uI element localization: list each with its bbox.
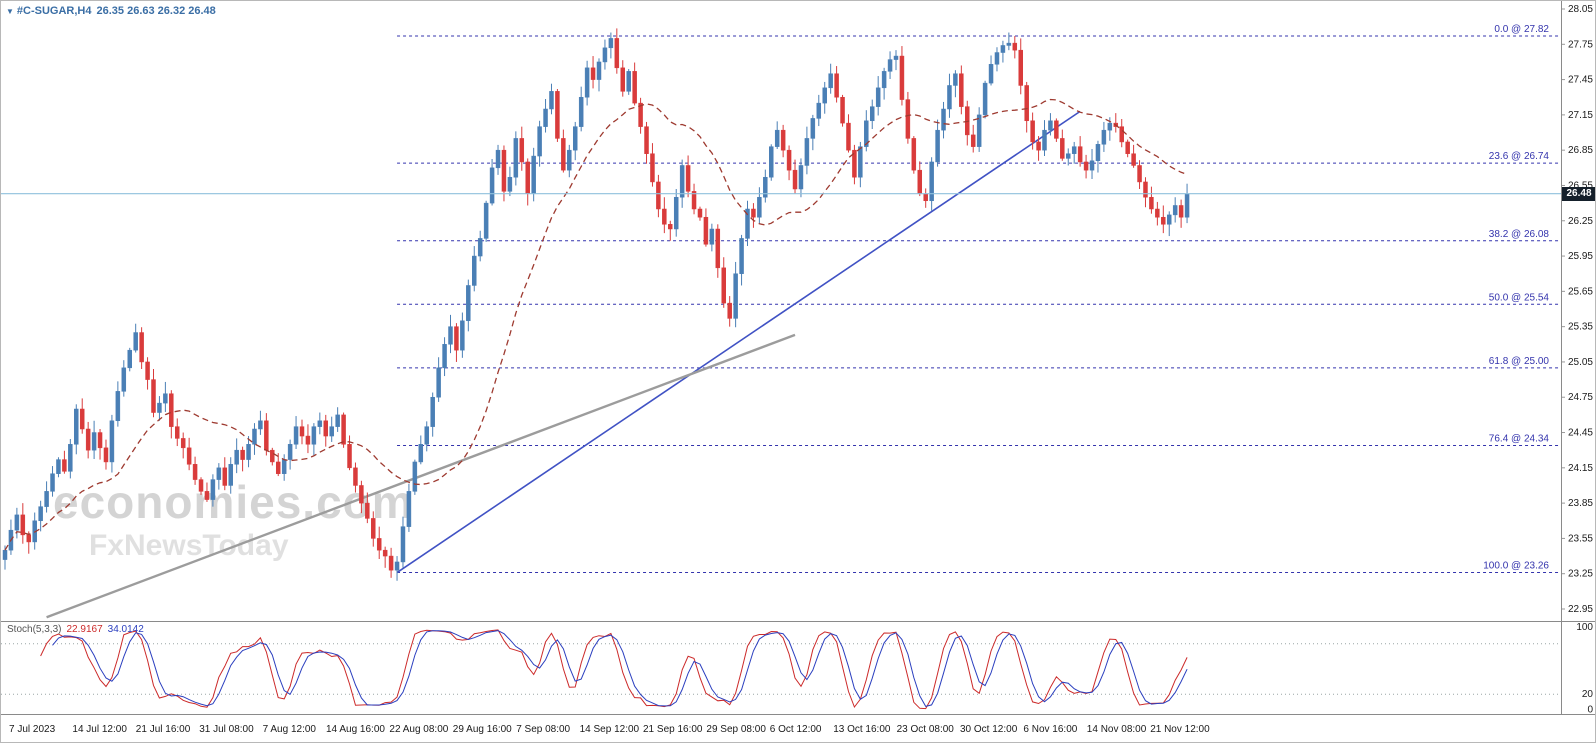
svg-text:21 Nov 12:00: 21 Nov 12:00 bbox=[1150, 724, 1210, 735]
svg-text:100: 100 bbox=[1576, 622, 1593, 633]
panel-separators[interactable] bbox=[1, 1, 1596, 715]
svg-text:27.45: 27.45 bbox=[1568, 75, 1593, 86]
watermark-subbrand: FxNewsToday bbox=[89, 529, 289, 562]
candlesticks bbox=[2, 28, 1190, 581]
symbol-ohlc-quote: 26.35 26.63 26.32 26.48 bbox=[96, 5, 216, 17]
symbol-dropdown-icon[interactable]: ▼ bbox=[6, 7, 14, 16]
moving-average-line bbox=[4, 98, 1188, 551]
svg-text:7 Aug 12:00: 7 Aug 12:00 bbox=[263, 724, 317, 735]
stoch-main-value: 22.9167 bbox=[66, 624, 103, 635]
stochastic-indicator-label: Stoch(5,3,3) 22.9167 34.0142 bbox=[7, 624, 144, 635]
svg-text:23 Oct 08:00: 23 Oct 08:00 bbox=[897, 724, 955, 735]
price-axis[interactable]: 28.05 27.75 27.45 27.15 26.85 26.55 26.25 25.95… bbox=[1561, 4, 1593, 615]
svg-text:13 Oct 16:00: 13 Oct 16:00 bbox=[833, 724, 891, 735]
svg-text:29 Sep 08:00: 29 Sep 08:00 bbox=[706, 724, 766, 735]
svg-text:27.15: 27.15 bbox=[1568, 110, 1593, 121]
svg-text:26.55: 26.55 bbox=[1568, 180, 1593, 191]
svg-text:14 Jul 12:00: 14 Jul 12:00 bbox=[72, 724, 127, 735]
svg-text:6 Nov 16:00: 6 Nov 16:00 bbox=[1023, 724, 1077, 735]
symbol-name: #C-SUGAR,H4 bbox=[16, 5, 92, 17]
svg-text:25.65: 25.65 bbox=[1568, 286, 1593, 297]
svg-text:0.0 @ 27.82: 0.0 @ 27.82 bbox=[1494, 24, 1549, 35]
svg-text:22.95: 22.95 bbox=[1568, 604, 1593, 615]
svg-text:24.15: 24.15 bbox=[1568, 463, 1593, 474]
svg-text:61.8 @ 25.00: 61.8 @ 25.00 bbox=[1489, 356, 1550, 367]
svg-text:27.75: 27.75 bbox=[1568, 39, 1593, 50]
svg-text:26.85: 26.85 bbox=[1568, 145, 1593, 156]
stoch-name: Stoch(5,3,3) bbox=[7, 624, 62, 635]
svg-text:28.05: 28.05 bbox=[1568, 4, 1593, 15]
svg-text:14 Nov 08:00: 14 Nov 08:00 bbox=[1087, 724, 1147, 735]
svg-text:6 Oct 12:00: 6 Oct 12:00 bbox=[770, 724, 822, 735]
svg-text:7 Jul 2023: 7 Jul 2023 bbox=[9, 724, 56, 735]
svg-text:38.2 @ 26.08: 38.2 @ 26.08 bbox=[1489, 229, 1550, 240]
svg-text:20: 20 bbox=[1582, 689, 1594, 700]
svg-text:30 Oct 12:00: 30 Oct 12:00 bbox=[960, 724, 1018, 735]
svg-text:29 Aug 16:00: 29 Aug 16:00 bbox=[453, 724, 512, 735]
svg-text:25.95: 25.95 bbox=[1568, 251, 1593, 262]
svg-text:23.25: 23.25 bbox=[1568, 569, 1593, 580]
svg-text:50.0 @ 25.54: 50.0 @ 25.54 bbox=[1489, 292, 1550, 303]
svg-text:14 Sep 12:00: 14 Sep 12:00 bbox=[580, 724, 640, 735]
svg-text:23.85: 23.85 bbox=[1568, 498, 1593, 509]
svg-text:24.75: 24.75 bbox=[1568, 392, 1593, 403]
svg-text:25.05: 25.05 bbox=[1568, 357, 1593, 368]
svg-text:23.55: 23.55 bbox=[1568, 533, 1593, 544]
trendlines[interactable] bbox=[46, 110, 1081, 619]
svg-text:31 Jul 08:00: 31 Jul 08:00 bbox=[199, 724, 254, 735]
symbol-info-bar: ▼ #C-SUGAR,H4 26.35 26.63 26.32 26.48 bbox=[6, 5, 216, 17]
svg-text:21 Sep 16:00: 21 Sep 16:00 bbox=[643, 724, 703, 735]
current-price-badge: 26.48 bbox=[1562, 187, 1595, 201]
svg-text:25.35: 25.35 bbox=[1568, 322, 1593, 333]
svg-text:0: 0 bbox=[1587, 705, 1593, 716]
svg-text:23.6 @ 26.74: 23.6 @ 26.74 bbox=[1489, 151, 1550, 162]
svg-text:21 Jul 16:00: 21 Jul 16:00 bbox=[136, 724, 191, 735]
svg-text:100.0 @ 23.26: 100.0 @ 23.26 bbox=[1483, 561, 1549, 572]
svg-text:14 Aug 16:00: 14 Aug 16:00 bbox=[326, 724, 385, 735]
stochastic-panel: 100 20 0 bbox=[1, 622, 1593, 716]
stoch-signal-value: 34.0142 bbox=[107, 624, 144, 635]
svg-text:26.25: 26.25 bbox=[1568, 216, 1593, 227]
svg-text:7 Sep 08:00: 7 Sep 08:00 bbox=[516, 724, 570, 735]
svg-text:22 Aug 08:00: 22 Aug 08:00 bbox=[389, 724, 448, 735]
svg-text:24.45: 24.45 bbox=[1568, 428, 1593, 439]
time-axis[interactable]: 7 Jul 2023 14 Jul 12:00 21 Jul 16:00 31 Jul… bbox=[9, 724, 1210, 735]
fibonacci-retracement[interactable]: 0.0 @ 27.82 23.6 @ 26.74 38.2 @ 26.08 50.0 … bbox=[397, 24, 1559, 574]
svg-text:76.4 @ 24.34: 76.4 @ 24.34 bbox=[1489, 433, 1550, 444]
